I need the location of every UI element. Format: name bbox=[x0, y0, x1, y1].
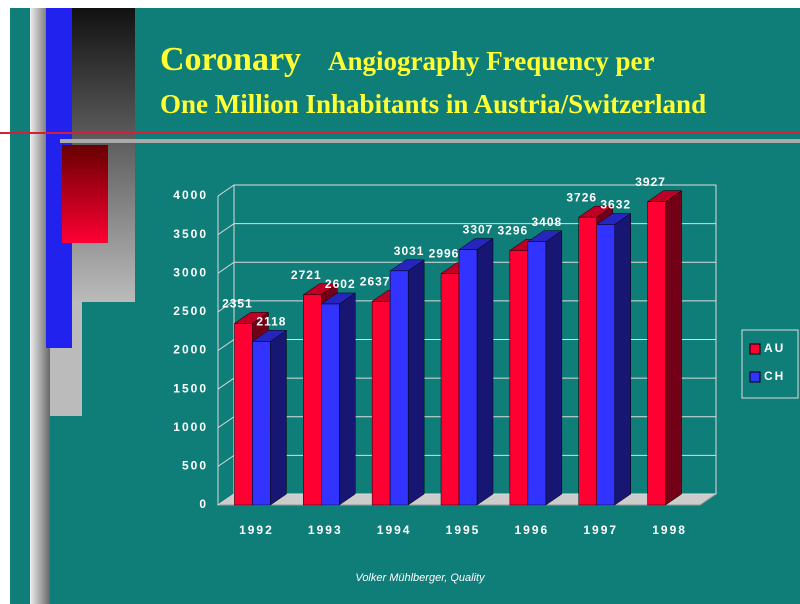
grid-line bbox=[217, 377, 235, 390]
bar-side bbox=[665, 190, 682, 506]
bar bbox=[527, 241, 547, 506]
y-tick-label: 2500 bbox=[173, 304, 208, 318]
y-tick-label: 0 bbox=[199, 497, 208, 511]
decor bbox=[30, 8, 50, 604]
footer: Volker Mühlberger, Quality bbox=[355, 572, 486, 584]
bar bbox=[303, 294, 322, 506]
grid-line bbox=[217, 300, 235, 313]
legend-swatch bbox=[749, 343, 761, 355]
x-tick-label: 1996 bbox=[515, 523, 550, 537]
bar bbox=[647, 201, 666, 506]
bar bbox=[371, 301, 391, 506]
grid-line bbox=[217, 339, 235, 351]
y-tick-label: 1500 bbox=[173, 381, 208, 395]
bar bbox=[578, 216, 597, 506]
title: Coronary bbox=[160, 41, 301, 78]
bar-side bbox=[614, 212, 631, 506]
bar bbox=[458, 249, 478, 506]
value-label: 2721 bbox=[291, 268, 322, 282]
bar-side bbox=[476, 238, 494, 506]
value-label: 3296 bbox=[498, 224, 529, 238]
grid-line bbox=[217, 416, 235, 429]
value-label: 2602 bbox=[325, 277, 356, 291]
legend-swatch bbox=[749, 371, 761, 383]
bar bbox=[252, 341, 271, 506]
bar bbox=[234, 323, 253, 506]
bar-side bbox=[270, 329, 287, 506]
x-tick-label: 1995 bbox=[446, 523, 481, 537]
x-tick-label: 1997 bbox=[583, 523, 618, 537]
bar-side bbox=[545, 230, 563, 506]
value-label: 2637 bbox=[360, 274, 391, 288]
bar bbox=[596, 224, 615, 506]
title: One Million Inhabitants in Austria/Switz… bbox=[160, 89, 706, 119]
grid-line bbox=[217, 493, 235, 506]
y-tick-label: 3500 bbox=[173, 227, 208, 241]
value-label: 2118 bbox=[256, 315, 286, 329]
grid-line bbox=[217, 184, 235, 197]
legend-label: CH bbox=[764, 369, 785, 383]
bar bbox=[509, 250, 529, 506]
legend-label: AU bbox=[764, 341, 785, 355]
title: Angiography Frequency per bbox=[328, 46, 655, 76]
y-tick-label: 1000 bbox=[173, 420, 208, 434]
value-label: 2351 bbox=[222, 297, 253, 311]
x-tick-label: 1998 bbox=[652, 523, 687, 537]
bar bbox=[321, 303, 340, 506]
y-tick-label: 500 bbox=[182, 459, 208, 473]
bar bbox=[389, 270, 409, 506]
decor bbox=[62, 145, 108, 243]
value-label: 3408 bbox=[532, 215, 563, 229]
grid-line bbox=[217, 454, 235, 467]
value-label: 3632 bbox=[600, 198, 631, 212]
value-label: 3927 bbox=[635, 175, 666, 189]
value-label: 2996 bbox=[429, 247, 460, 261]
value-label: 3307 bbox=[463, 223, 494, 237]
x-tick-label: 1993 bbox=[308, 523, 343, 537]
grid-line bbox=[217, 261, 235, 274]
y-tick-label: 2000 bbox=[173, 343, 208, 357]
value-label: 3031 bbox=[394, 244, 425, 258]
legend bbox=[741, 329, 799, 399]
bar-side bbox=[339, 292, 356, 506]
x-tick-label: 1992 bbox=[239, 523, 274, 537]
bar bbox=[440, 273, 460, 506]
x-tick-label: 1994 bbox=[377, 523, 412, 537]
bar-side bbox=[407, 259, 425, 506]
y-tick-label: 3000 bbox=[173, 265, 208, 279]
value-label: 3726 bbox=[566, 190, 597, 204]
grid-line bbox=[217, 223, 235, 236]
y-tick-label: 4000 bbox=[173, 188, 208, 202]
